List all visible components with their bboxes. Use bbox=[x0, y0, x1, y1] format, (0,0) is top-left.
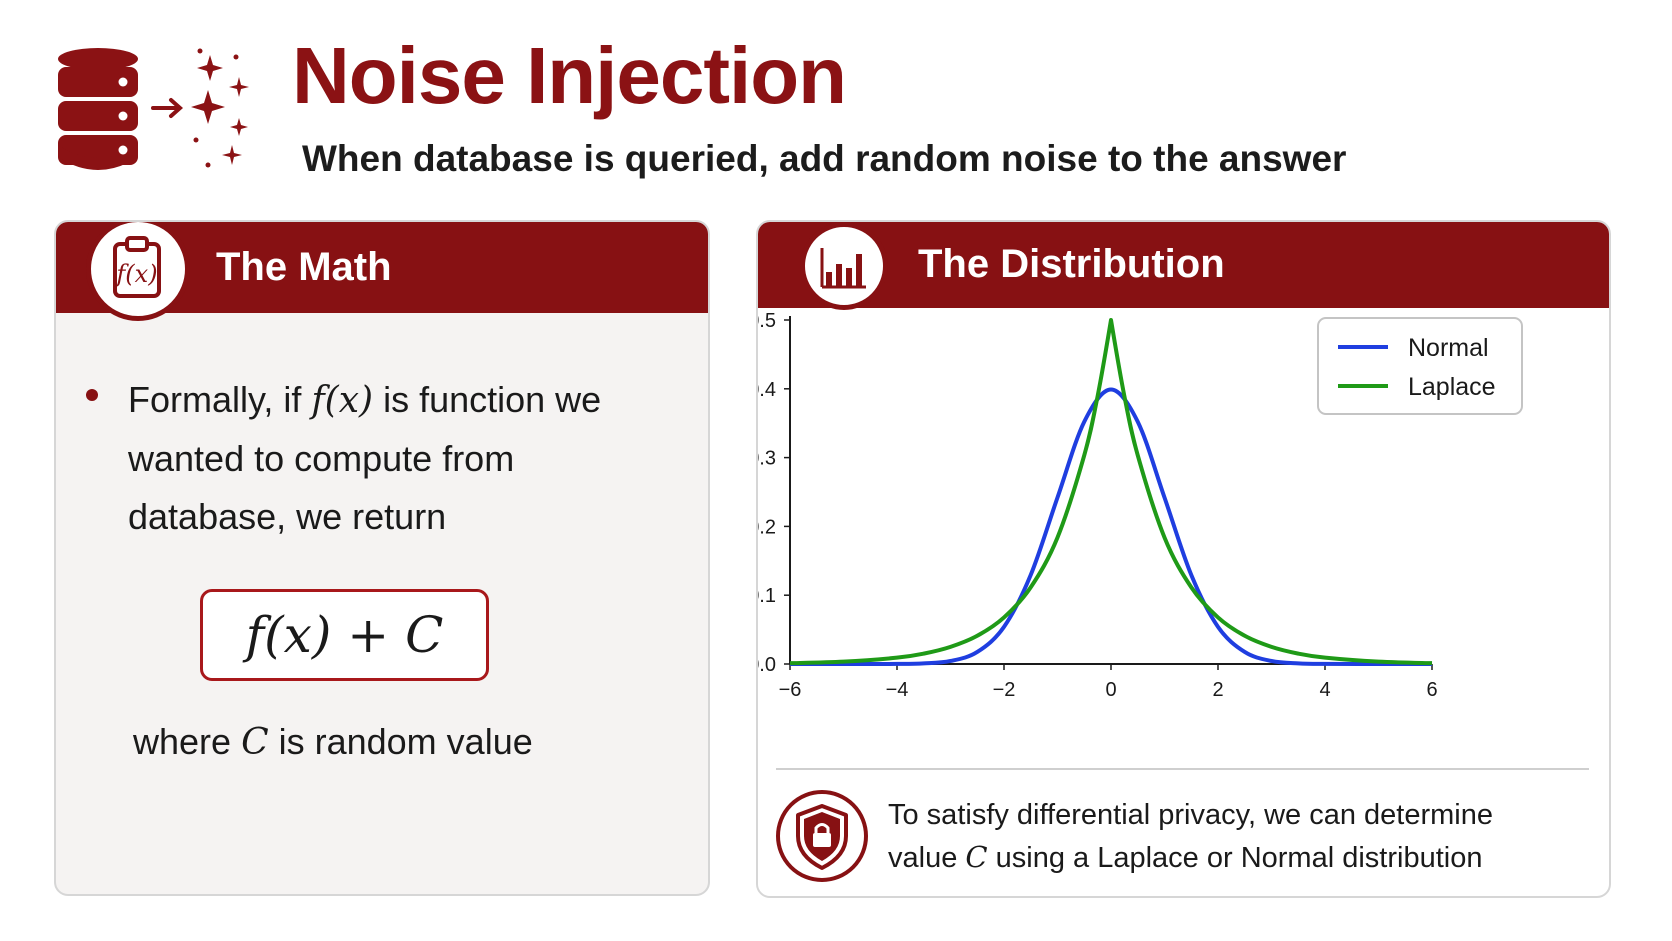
formula-box: f(x) + C bbox=[200, 589, 489, 681]
bullet-text: Formally, if f(x) is function we wanted … bbox=[128, 371, 646, 546]
series-line-laplace bbox=[789, 318, 1433, 666]
note-text-end: using a Laplace or Normal distribution bbox=[987, 842, 1483, 874]
bullet-math-fx: f(x) bbox=[311, 380, 374, 421]
bullet-marker bbox=[86, 389, 98, 401]
math-card-body: Formally, if f(x) is function we wanted … bbox=[56, 313, 708, 894]
y-tick-label: 0.0 bbox=[758, 654, 776, 676]
y-tick-label: 0.1 bbox=[758, 585, 776, 607]
y-tick-label: 0.4 bbox=[758, 379, 776, 401]
x-tick-label: 6 bbox=[1426, 679, 1437, 701]
page-title: Noise Injection bbox=[292, 31, 847, 120]
math-card-header: f(x) The Math bbox=[56, 222, 708, 321]
shield-lock-icon bbox=[776, 790, 868, 882]
note-math-c: C bbox=[965, 840, 988, 874]
x-tick-label: −4 bbox=[886, 679, 909, 701]
legend-label-laplace: Laplace bbox=[1408, 373, 1496, 401]
y-tick-label: 0.3 bbox=[758, 448, 776, 470]
bullet-text-end: is function we wanted to compute from da… bbox=[128, 379, 602, 537]
where-text-start: where bbox=[133, 721, 242, 762]
database-noise-icon bbox=[58, 48, 249, 170]
svg-text:f(x): f(x) bbox=[114, 260, 157, 288]
page-subtitle: When database is queried, add random noi… bbox=[302, 138, 1347, 179]
where-text-end: is random value bbox=[268, 721, 533, 762]
x-tick-label: 0 bbox=[1105, 679, 1116, 701]
math-card-title: The Math bbox=[216, 245, 392, 289]
y-tick-label: 0.5 bbox=[758, 310, 776, 332]
x-tick-label: 4 bbox=[1319, 679, 1330, 701]
x-tick-label: −6 bbox=[779, 679, 802, 701]
distribution-card: The Distribution 0.0 0.1 0.2 0.3 0.4 0.5 −6 −4 −… bbox=[756, 220, 1611, 898]
bullet-item: Formally, if f(x) is function we wanted … bbox=[86, 371, 646, 546]
bar-chart-icon bbox=[800, 222, 888, 310]
distribution-card-header: The Distribution bbox=[758, 222, 1609, 310]
legend-label-normal: Normal bbox=[1408, 334, 1489, 362]
bullet-text-start: Formally, if bbox=[128, 379, 312, 420]
note-line-1: To satisfy differential privacy, we can … bbox=[888, 799, 1493, 831]
note-text: To satisfy differential privacy, we can … bbox=[888, 794, 1568, 879]
note-line-2: value C using a Laplace or Normal distri… bbox=[888, 836, 1568, 879]
distribution-chart: 0.0 0.1 0.2 0.3 0.4 0.5 −6 −4 −2 0 2 4 6 Normal Laplac… bbox=[758, 310, 1523, 701]
x-tick-label: 2 bbox=[1212, 679, 1223, 701]
where-text: where C is random value bbox=[133, 721, 533, 763]
note-text-start: value bbox=[888, 842, 966, 874]
where-math-c: C bbox=[241, 722, 269, 763]
series-line-normal bbox=[789, 387, 1433, 667]
x-tick-label: −2 bbox=[993, 679, 1016, 701]
legend-box bbox=[1317, 317, 1523, 415]
function-clipboard-icon: f(x) bbox=[86, 222, 190, 321]
math-card: f(x) The Math Formally, if f(x) is funct… bbox=[54, 220, 710, 896]
divider bbox=[776, 768, 1589, 770]
distribution-card-title: The Distribution bbox=[918, 242, 1225, 286]
y-tick-label: 0.2 bbox=[758, 516, 776, 538]
